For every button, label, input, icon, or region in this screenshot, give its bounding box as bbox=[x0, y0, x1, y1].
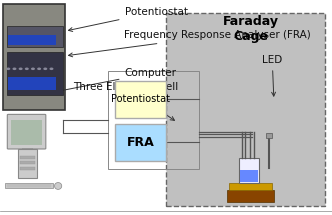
Bar bbox=[20, 167, 35, 170]
Text: LED: LED bbox=[262, 55, 282, 96]
Bar bbox=[227, 190, 274, 202]
Circle shape bbox=[13, 68, 17, 70]
Text: Frequency Response Analyser (FRA): Frequency Response Analyser (FRA) bbox=[69, 31, 311, 57]
Bar bbox=[8, 77, 56, 90]
Bar bbox=[7, 26, 63, 47]
Ellipse shape bbox=[54, 183, 62, 189]
Bar bbox=[229, 183, 272, 190]
Bar bbox=[166, 13, 325, 206]
FancyBboxPatch shape bbox=[7, 114, 46, 149]
Bar bbox=[5, 183, 53, 188]
Circle shape bbox=[49, 68, 53, 70]
Text: Potentiostat: Potentiostat bbox=[111, 94, 170, 104]
Bar bbox=[18, 149, 37, 178]
Circle shape bbox=[43, 68, 47, 70]
Bar bbox=[11, 120, 42, 145]
Circle shape bbox=[31, 68, 35, 70]
Bar bbox=[108, 71, 199, 169]
Text: Computer: Computer bbox=[50, 68, 177, 94]
Bar bbox=[266, 133, 272, 138]
Text: Faraday
Cage: Faraday Cage bbox=[223, 15, 279, 43]
Bar bbox=[115, 81, 166, 118]
Circle shape bbox=[25, 68, 29, 70]
Text: Three Electrode Cell: Three Electrode Cell bbox=[73, 82, 178, 120]
Bar bbox=[22, 148, 32, 153]
Text: Potentiostat: Potentiostat bbox=[68, 7, 188, 31]
Bar bbox=[3, 4, 65, 110]
Text: FRA: FRA bbox=[126, 136, 154, 149]
Bar bbox=[20, 161, 35, 164]
Bar bbox=[7, 52, 63, 95]
Circle shape bbox=[6, 68, 10, 70]
Circle shape bbox=[37, 68, 41, 70]
Bar bbox=[239, 158, 259, 183]
Bar bbox=[240, 170, 258, 182]
Bar bbox=[115, 124, 166, 161]
Bar bbox=[20, 156, 35, 159]
Circle shape bbox=[19, 68, 23, 70]
Bar bbox=[8, 35, 56, 45]
